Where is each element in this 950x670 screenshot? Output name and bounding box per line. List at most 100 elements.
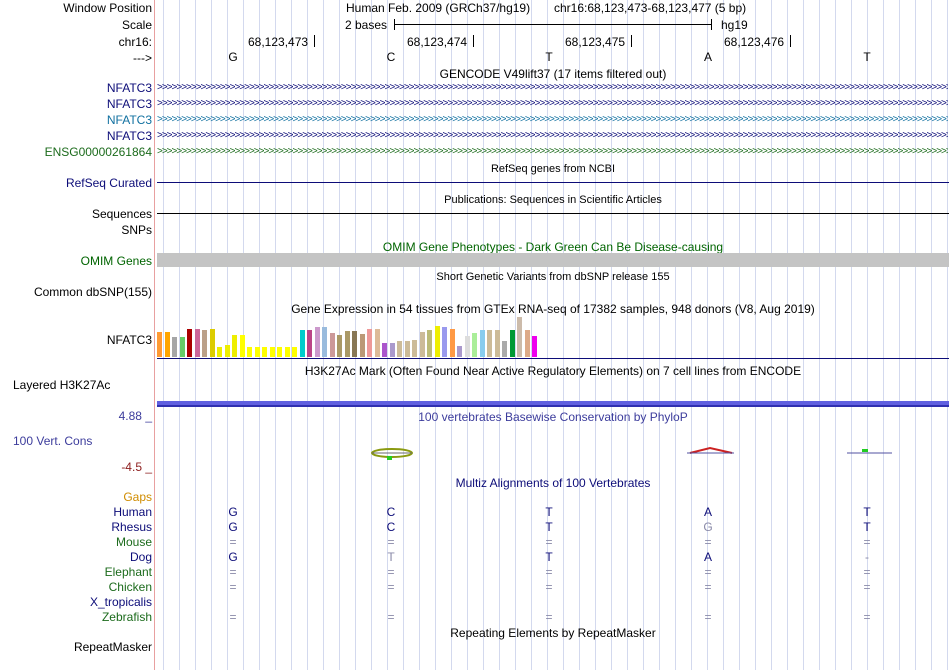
species-label[interactable]: Elephant bbox=[104, 565, 152, 579]
omim-label[interactable]: OMIM Genes bbox=[80, 254, 152, 268]
cons-signal[interactable] bbox=[157, 440, 949, 466]
gtex-bar[interactable] bbox=[224, 345, 230, 357]
multiz-track-title[interactable]: Multiz Alignments of 100 Vertebrates bbox=[455, 476, 651, 490]
gtex-bar[interactable] bbox=[397, 341, 402, 357]
species-label[interactable]: X_tropicalis bbox=[89, 595, 152, 609]
gtex-bar[interactable] bbox=[374, 329, 380, 357]
gtex-bar[interactable] bbox=[464, 336, 470, 357]
refseq-gene-line[interactable] bbox=[157, 182, 949, 183]
pubs-label[interactable]: Sequences bbox=[91, 207, 152, 221]
gtex-track-title[interactable]: Gene Expression in 54 tissues from GTEx … bbox=[291, 302, 815, 316]
gaps-label[interactable]: Gaps bbox=[123, 490, 152, 504]
gtex-bar[interactable] bbox=[247, 347, 252, 357]
species-label[interactable]: Human bbox=[113, 505, 152, 519]
gtex-bar[interactable] bbox=[284, 347, 290, 357]
gtex-bar[interactable] bbox=[239, 335, 245, 357]
gtex-bar[interactable] bbox=[187, 329, 192, 357]
gtex-bar[interactable] bbox=[269, 347, 275, 357]
gtex-bar[interactable] bbox=[329, 333, 335, 357]
gencode-item-label[interactable]: NFATC3 bbox=[106, 129, 152, 143]
gtex-bar[interactable] bbox=[307, 330, 312, 357]
h3k27ac-signal[interactable] bbox=[157, 401, 949, 405]
gtex-bar[interactable] bbox=[457, 346, 462, 357]
gencode-transcript-arrows[interactable]: >>>>>>>>>>>>>>>>>>>>>>>>>>>>>>>>>>>>>>>>… bbox=[157, 83, 948, 93]
gtex-bar[interactable] bbox=[449, 329, 455, 357]
gtex-label[interactable]: NFATC3 bbox=[106, 333, 152, 347]
pubs-track-title[interactable]: Publications: Sequences in Scientific Ar… bbox=[444, 194, 662, 206]
h3k27ac-track-title[interactable]: H3K27Ac Mark (Often Found Near Active Re… bbox=[304, 364, 802, 378]
gtex-bar[interactable] bbox=[292, 347, 297, 357]
rmsk-label[interactable]: RepeatMasker bbox=[73, 640, 152, 654]
gtex-bar[interactable] bbox=[494, 330, 500, 357]
gtex-bar[interactable] bbox=[262, 347, 267, 357]
gtex-bar[interactable] bbox=[202, 330, 207, 357]
gtex-bar[interactable] bbox=[322, 327, 327, 357]
gencode-transcript-arrows[interactable]: >>>>>>>>>>>>>>>>>>>>>>>>>>>>>>>>>>>>>>>>… bbox=[157, 115, 948, 125]
gtex-bar[interactable] bbox=[344, 331, 350, 357]
gtex-bar[interactable] bbox=[524, 330, 530, 357]
dbsnp-label[interactable]: Common dbSNP(155) bbox=[33, 285, 152, 299]
h3k27ac-label[interactable]: Layered H3K27Ac bbox=[13, 378, 111, 392]
snps-label[interactable]: SNPs bbox=[121, 223, 152, 237]
window-position-label: Window Position bbox=[63, 1, 152, 15]
gencode-item-label[interactable]: NFATC3 bbox=[106, 81, 152, 95]
omim-track-title[interactable]: OMIM Gene Phenotypes - Dark Green Can Be… bbox=[382, 240, 724, 254]
gtex-bar[interactable] bbox=[419, 332, 425, 357]
gtex-bar[interactable] bbox=[404, 341, 410, 357]
cons-track-title[interactable]: 100 vertebrates Basewise Conservation by… bbox=[418, 410, 688, 424]
gtex-bar[interactable] bbox=[509, 330, 515, 357]
gencode-item-label[interactable]: ENSG00000261864 bbox=[44, 145, 152, 159]
gtex-bar[interactable] bbox=[172, 337, 177, 357]
gtex-bar[interactable] bbox=[254, 347, 260, 357]
gencode-item-label[interactable]: NFATC3 bbox=[106, 97, 152, 111]
gtex-bar[interactable] bbox=[314, 327, 320, 357]
gtex-bar[interactable] bbox=[412, 340, 417, 357]
gtex-bar[interactable] bbox=[217, 347, 222, 357]
refseq-track-title[interactable]: RefSeq genes from NCBI bbox=[490, 163, 616, 175]
gtex-bar[interactable] bbox=[389, 343, 395, 357]
gtex-bar[interactable] bbox=[352, 331, 357, 357]
guide-line bbox=[467, 0, 468, 670]
gtex-bar[interactable] bbox=[487, 330, 492, 357]
gtex-bar[interactable] bbox=[502, 341, 507, 357]
species-label[interactable]: Dog bbox=[129, 550, 152, 564]
species-label[interactable]: Zebrafish bbox=[101, 610, 152, 624]
gencode-transcript-arrows[interactable]: >>>>>>>>>>>>>>>>>>>>>>>>>>>>>>>>>>>>>>>>… bbox=[157, 147, 948, 157]
gtex-bar[interactable] bbox=[427, 330, 432, 357]
gtex-bar[interactable] bbox=[517, 317, 522, 357]
gtex-bar[interactable] bbox=[479, 330, 485, 357]
dbsnp-track-title[interactable]: Short Genetic Variants from dbSNP releas… bbox=[436, 271, 670, 283]
species-label[interactable]: Chicken bbox=[108, 580, 152, 594]
refseq-label[interactable]: RefSeq Curated bbox=[65, 176, 152, 190]
gtex-bar[interactable] bbox=[277, 347, 282, 357]
gtex-bar[interactable] bbox=[194, 329, 200, 357]
gencode-transcript-arrows[interactable]: >>>>>>>>>>>>>>>>>>>>>>>>>>>>>>>>>>>>>>>>… bbox=[157, 99, 948, 109]
gtex-bar[interactable] bbox=[434, 326, 440, 357]
cons-label[interactable]: 100 Vert. Cons bbox=[13, 434, 93, 448]
rmsk-track-title[interactable]: Repeating Elements by RepeatMasker bbox=[450, 626, 656, 640]
gtex-bar[interactable] bbox=[472, 333, 477, 357]
gtex-bar[interactable] bbox=[209, 329, 215, 357]
species-label[interactable]: Rhesus bbox=[111, 520, 152, 534]
gtex-bar[interactable] bbox=[337, 335, 342, 357]
position-readout[interactable]: chr16:68,123,473-68,123,477 (5 bp) bbox=[554, 1, 747, 15]
species-label[interactable]: Mouse bbox=[115, 535, 152, 549]
pubs-line[interactable] bbox=[157, 213, 949, 214]
gtex-bar[interactable] bbox=[367, 329, 372, 357]
gtex-bar[interactable] bbox=[442, 327, 447, 357]
guide-line bbox=[899, 0, 900, 670]
gencode-track-title[interactable]: GENCODE V49lift37 (17 items filtered out… bbox=[439, 67, 667, 81]
gencode-item-label[interactable]: NFATC3 bbox=[106, 113, 152, 127]
gtex-bar[interactable] bbox=[179, 337, 185, 357]
gtex-bar[interactable] bbox=[157, 332, 162, 357]
gencode-transcript-arrows[interactable]: >>>>>>>>>>>>>>>>>>>>>>>>>>>>>>>>>>>>>>>>… bbox=[157, 131, 948, 141]
gtex-bar[interactable] bbox=[164, 332, 170, 357]
gtex-bar[interactable] bbox=[359, 334, 365, 357]
gtex-bar-chart[interactable] bbox=[157, 317, 557, 357]
gtex-bar[interactable] bbox=[232, 335, 237, 357]
gtex-bar[interactable] bbox=[532, 336, 537, 357]
gtex-bar[interactable] bbox=[382, 343, 387, 357]
gtex-bar[interactable] bbox=[299, 330, 305, 357]
guide-line bbox=[595, 0, 596, 670]
omim-gene-bar[interactable] bbox=[157, 253, 949, 267]
